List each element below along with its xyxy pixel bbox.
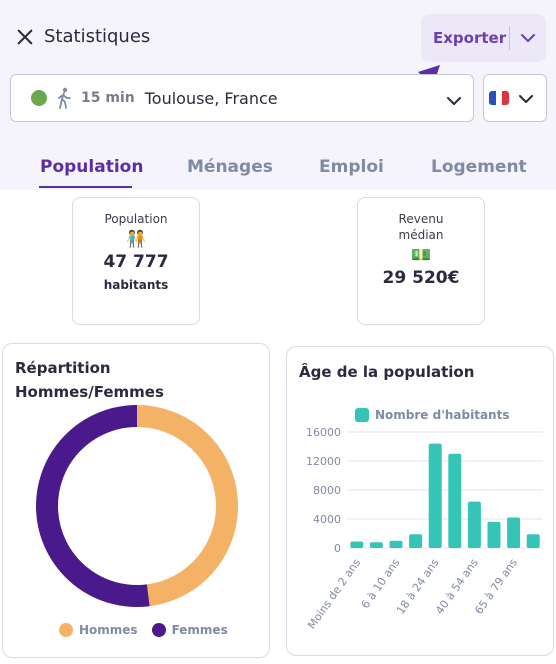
bar[interactable] (507, 517, 521, 548)
people-icon: 🧑‍🤝‍🧑 (126, 229, 146, 248)
y-tick-label: 12000 (306, 455, 341, 468)
tab-menages[interactable]: Ménages (187, 157, 273, 177)
legend-femmes: Femmes (171, 623, 228, 637)
france-flag-icon (489, 91, 509, 105)
y-tick-label: 8000 (313, 484, 341, 497)
age-chart-card: Âge de la population Nombre d'habitants … (286, 346, 554, 656)
age-chart-title: Âge de la population (299, 363, 475, 381)
x-tick-label: Moins de 2 ans (305, 556, 363, 631)
tab-logement[interactable]: Logement (431, 157, 527, 177)
population-label: Population (104, 212, 168, 226)
population-unit: habitants (103, 278, 169, 292)
revenue-label-1: Revenu (398, 212, 444, 226)
bar[interactable] (389, 540, 403, 548)
revenue-label-2: médian (398, 228, 444, 242)
bar[interactable] (487, 521, 501, 548)
tab-population[interactable]: Population (40, 157, 144, 177)
export-label: Exporter (433, 29, 507, 47)
bar[interactable] (526, 534, 540, 548)
y-tick-label: 4000 (313, 513, 341, 526)
bar[interactable] (350, 541, 364, 548)
bar[interactable] (409, 534, 423, 548)
language-select[interactable] (483, 74, 547, 122)
revenue-value: 29 520€ (382, 268, 460, 288)
tab-emploi[interactable]: Emploi (319, 157, 384, 177)
age-legend: Nombre d'habitants (355, 408, 509, 422)
gender-title-line1: Répartition (15, 359, 111, 377)
export-button[interactable]: Exporter (421, 14, 546, 62)
city-name: Toulouse, France (144, 88, 278, 108)
chevron-down-icon[interactable] (510, 33, 546, 43)
travel-duration: 15 min (81, 90, 135, 106)
habitants-swatch (355, 408, 369, 422)
femmes-swatch (151, 623, 166, 637)
header: Statistiques (16, 26, 150, 47)
revenue-card: Revenu médian 💵 29 520€ (357, 197, 485, 325)
page-title: Statistiques (44, 26, 151, 47)
gender-chart-card: Répartition Hommes/Femmes Hommes Femmes (2, 343, 270, 658)
donut-slice-hommes[interactable] (136, 405, 238, 607)
gender-chart-title: Répartition Hommes/Femmes (15, 356, 164, 404)
tab-bar: Population Ménages Emploi Logement (0, 150, 556, 190)
bar[interactable] (467, 501, 481, 548)
active-tab-indicator (39, 186, 132, 188)
bar[interactable] (369, 542, 383, 548)
close-icon[interactable] (16, 28, 34, 46)
chevron-down-icon[interactable] (519, 89, 533, 108)
money-icon: 💵 (411, 245, 431, 264)
legend-hommes: Hommes (79, 623, 138, 637)
population-value: 47 777 (103, 252, 169, 272)
y-tick-label: 16000 (306, 426, 341, 439)
x-tick-label: 6 à 10 ans (359, 556, 403, 611)
y-tick-label: 0 (334, 542, 341, 555)
gender-title-line2: Hommes/Femmes (15, 383, 164, 401)
bar[interactable] (428, 443, 442, 548)
gender-donut-chart (36, 405, 238, 607)
gender-legend: Hommes Femmes (59, 623, 228, 637)
donut-slice-femmes[interactable] (36, 405, 150, 607)
location-select[interactable]: 15 min Toulouse, France (10, 74, 474, 122)
bar[interactable] (448, 453, 462, 548)
export-divider (509, 26, 510, 50)
population-card: Population 🧑‍🤝‍🧑 47 777 habitants (72, 197, 200, 325)
legend-habitants: Nombre d'habitants (375, 408, 510, 422)
chevron-down-icon[interactable] (447, 91, 461, 110)
hommes-swatch (59, 623, 73, 637)
walking-icon (58, 87, 71, 109)
status-dot (31, 90, 47, 106)
